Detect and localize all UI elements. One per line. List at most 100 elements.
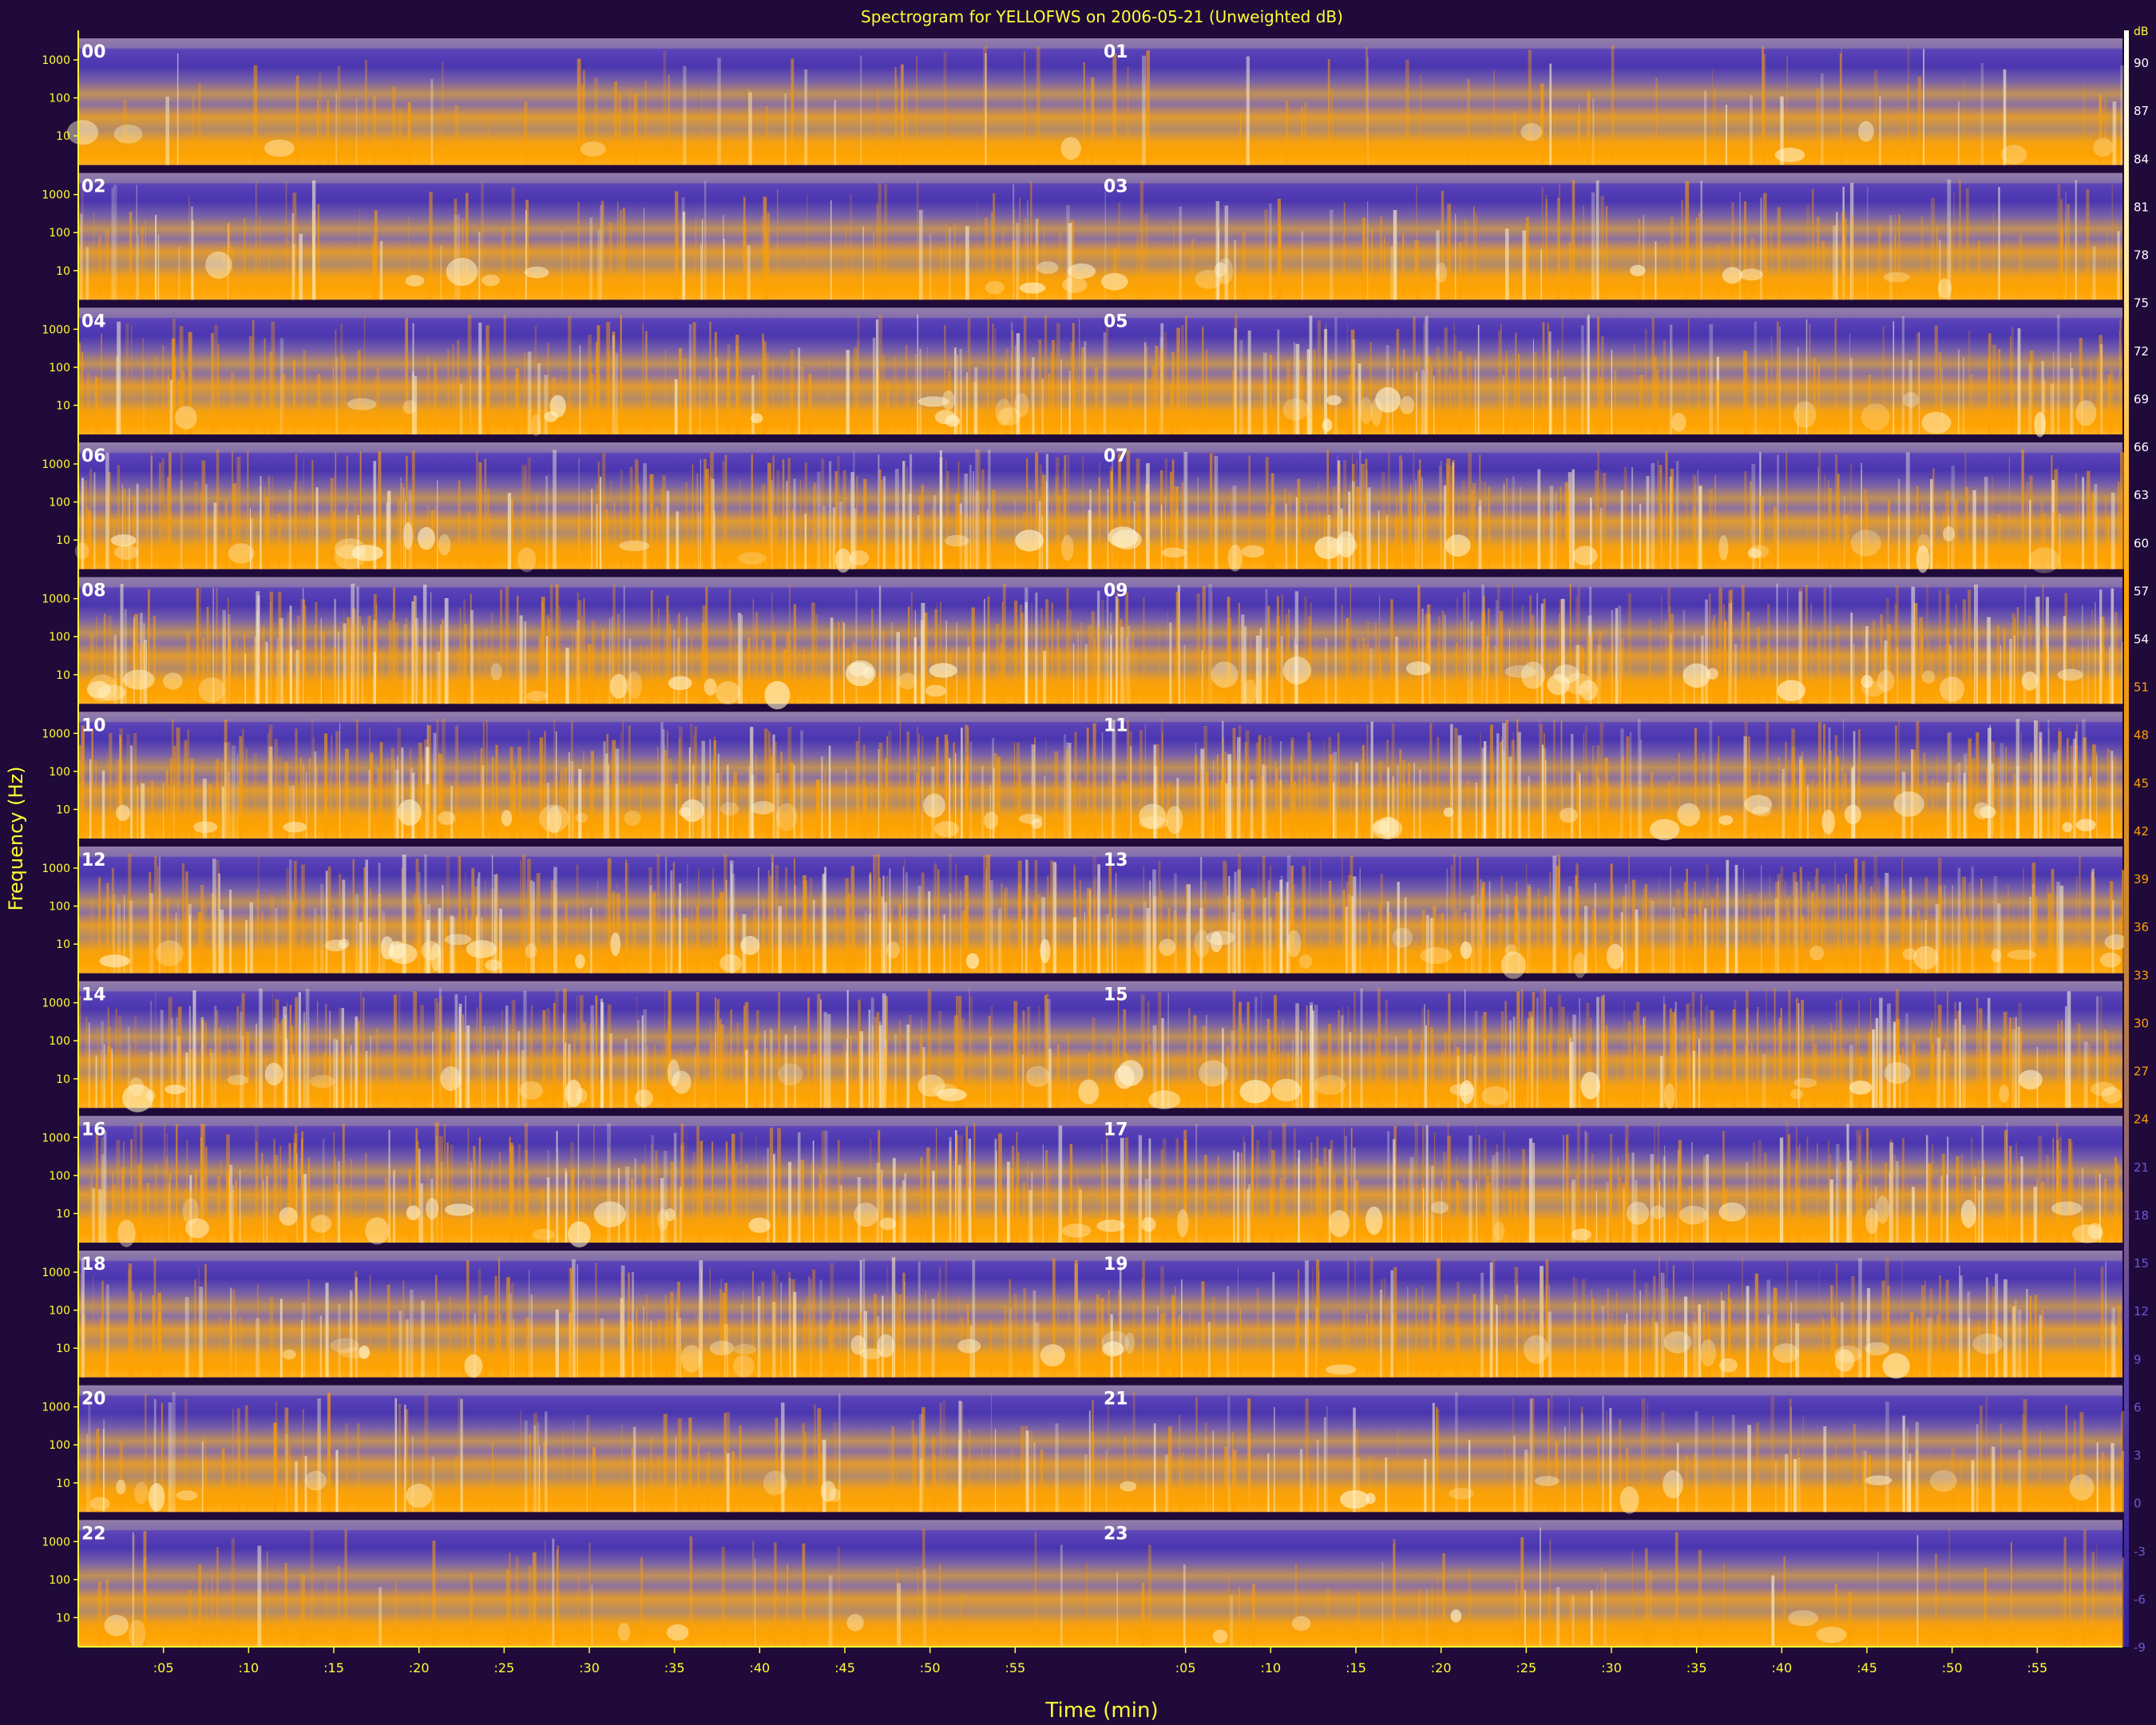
signal-streak	[1982, 922, 1985, 974]
signal-streak	[492, 1441, 493, 1513]
panel-band	[1100, 307, 2122, 319]
signal-streak	[991, 1393, 993, 1513]
signal-streak	[232, 483, 237, 569]
signal-streak	[1794, 881, 1798, 974]
signal-streak	[1022, 1010, 1025, 1108]
signal-streak	[917, 886, 921, 974]
panel-background	[1100, 172, 2122, 300]
signal-streak	[145, 1394, 147, 1513]
signal-streak	[153, 1428, 155, 1513]
signal-streak	[1670, 866, 1671, 974]
signal-streak	[2104, 494, 2108, 569]
signal-streak	[2002, 1037, 2005, 1108]
signal-streak	[476, 451, 478, 569]
signal-streak	[755, 754, 757, 839]
signal-streak	[1731, 202, 1734, 300]
signal-streak	[1634, 1045, 1636, 1108]
signal-streak	[1173, 910, 1177, 974]
signal-streak	[1194, 1326, 1197, 1378]
signal-streak	[1432, 1041, 1435, 1108]
signal-streak	[1375, 1037, 1377, 1108]
signal-streak	[1911, 586, 1916, 704]
signal-streak	[1901, 315, 1904, 434]
signal-blob	[1031, 819, 1043, 829]
signal-streak	[1556, 866, 1560, 974]
signal-blob	[66, 120, 99, 145]
signal-streak	[1352, 481, 1355, 569]
signal-streak	[1312, 1010, 1314, 1108]
signal-streak	[162, 345, 164, 434]
signal-streak	[1895, 989, 1900, 1108]
signal-streak	[300, 757, 302, 839]
signal-streak	[1295, 1003, 1299, 1108]
signal-streak	[1201, 327, 1204, 434]
signal-streak	[774, 516, 778, 569]
signal-streak	[1091, 77, 1095, 165]
signal-streak	[426, 724, 429, 839]
signal-streak	[1446, 868, 1448, 974]
signal-streak	[1093, 879, 1095, 974]
signal-streak	[81, 1258, 85, 1378]
signal-streak	[1667, 782, 1671, 839]
signal-streak	[189, 1049, 193, 1108]
signal-streak	[772, 455, 775, 569]
signal-streak	[1787, 910, 1790, 974]
signal-streak	[553, 1002, 556, 1108]
signal-streak	[1859, 1174, 1863, 1243]
signal-streak	[101, 770, 105, 839]
signal-streak	[1591, 1153, 1594, 1243]
signal-streak	[105, 898, 109, 974]
signal-streak	[1419, 459, 1421, 569]
signal-streak	[365, 1050, 368, 1108]
signal-streak	[289, 1005, 292, 1108]
signal-streak	[1546, 199, 1548, 300]
signal-streak	[773, 1153, 775, 1243]
signal-blob	[672, 1070, 692, 1094]
signal-streak	[424, 1394, 429, 1513]
signal-streak	[1014, 600, 1018, 704]
signal-streak	[393, 1170, 395, 1243]
signal-streak	[1797, 1188, 1801, 1243]
signal-streak	[165, 1156, 168, 1243]
signal-streak	[103, 613, 106, 704]
signal-streak	[1040, 608, 1043, 704]
signal-streak	[1992, 476, 1993, 569]
signal-streak	[1342, 1307, 1346, 1378]
signal-streak	[1041, 471, 1044, 569]
signal-streak	[239, 1437, 240, 1513]
signal-streak	[1460, 619, 1461, 704]
signal-streak	[650, 1438, 652, 1513]
signal-streak	[218, 873, 220, 974]
signal-streak	[1785, 452, 1788, 569]
signal-streak	[1049, 352, 1053, 434]
signal-streak	[1969, 762, 1973, 839]
signal-streak	[589, 217, 593, 300]
signal-streak	[960, 890, 961, 974]
signal-streak	[1151, 365, 1155, 434]
signal-streak	[596, 483, 598, 569]
signal-blob	[1114, 1065, 1135, 1089]
signal-streak	[521, 514, 525, 569]
signal-blob	[879, 1217, 897, 1231]
signal-streak	[339, 723, 341, 839]
signal-streak	[1598, 630, 1603, 704]
signal-streak	[1876, 920, 1877, 974]
signal-streak	[244, 633, 246, 704]
signal-streak	[1909, 877, 1912, 974]
signal-streak	[1818, 450, 1821, 569]
signal-streak	[184, 740, 188, 839]
signal-blob	[75, 542, 89, 560]
signal-streak	[1046, 999, 1051, 1108]
signal-streak	[439, 996, 442, 1108]
signal-streak	[285, 1038, 288, 1108]
signal-streak	[1665, 451, 1668, 569]
signal-streak	[821, 458, 825, 569]
signal-streak	[2112, 1030, 2114, 1108]
signal-streak	[211, 332, 214, 434]
signal-streak	[908, 494, 912, 569]
signal-streak	[402, 855, 406, 974]
signal-streak	[302, 1303, 306, 1378]
signal-streak	[188, 196, 190, 300]
signal-streak	[678, 347, 683, 434]
signal-streak	[2091, 492, 2095, 569]
